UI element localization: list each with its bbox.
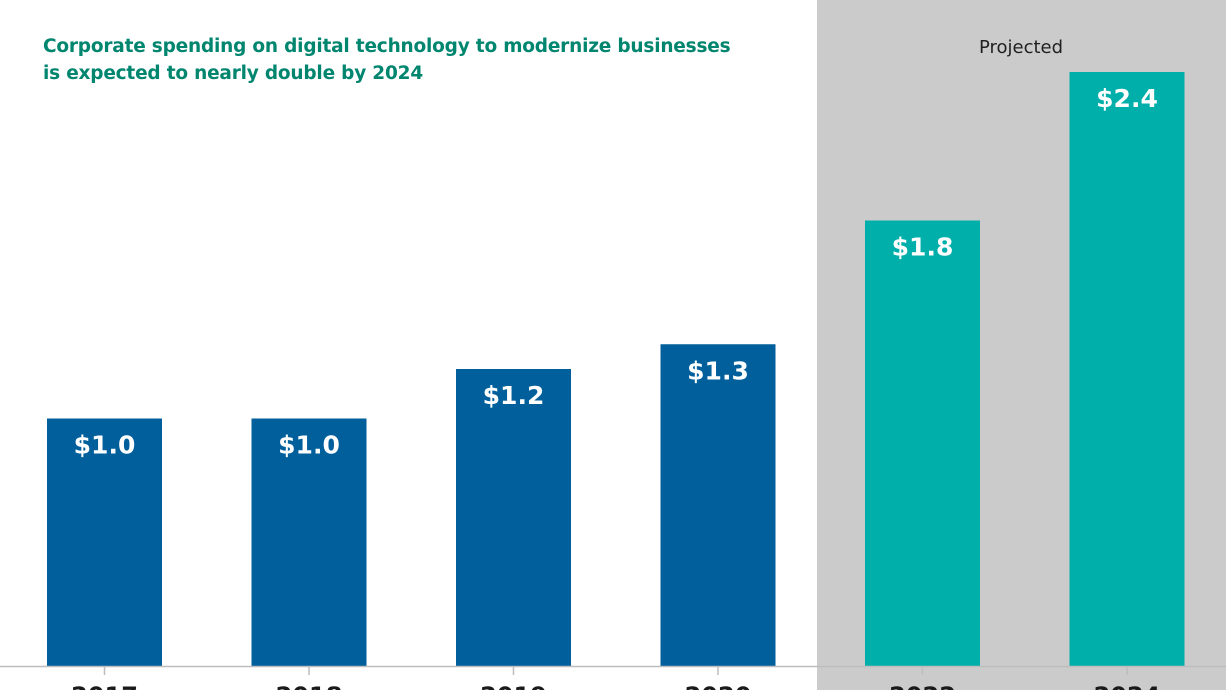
x-tick-label-2022: 2022: [889, 682, 956, 690]
value-label-2018: $1.0: [278, 431, 340, 460]
value-label-2019: $1.2: [483, 381, 545, 410]
bar-2017: [47, 418, 162, 666]
value-label-2024: $2.4: [1096, 84, 1158, 113]
value-label-2017: $1.0: [74, 431, 136, 460]
chart-title: Corporate spending on digital technology…: [43, 33, 763, 87]
x-tick-label-2019: 2019: [480, 682, 547, 690]
x-tick-label-2020: 2020: [685, 682, 752, 690]
x-tick-label-2017: 2017: [71, 682, 138, 690]
chart-title-line-1: Corporate spending on digital technology…: [43, 36, 731, 57]
projected-label: Projected: [979, 37, 1063, 58]
chart-title-line-2: is expected to nearly double by 2024: [43, 63, 423, 84]
value-label-2020: $1.3: [687, 356, 749, 385]
bar-2024: [1069, 72, 1185, 666]
x-tick-label-2018: 2018: [276, 682, 343, 690]
x-tick-label-2024: 2024: [1094, 682, 1161, 690]
bar-2022: [865, 220, 980, 666]
bar-2019: [456, 369, 571, 666]
value-label-2022: $1.8: [892, 233, 954, 262]
bar-2020: [660, 344, 776, 666]
bar-2018: [251, 418, 367, 666]
bars-layer: $1.0 $1.0 $1.2 $1.3 $1.8 $2.4: [47, 72, 1185, 666]
